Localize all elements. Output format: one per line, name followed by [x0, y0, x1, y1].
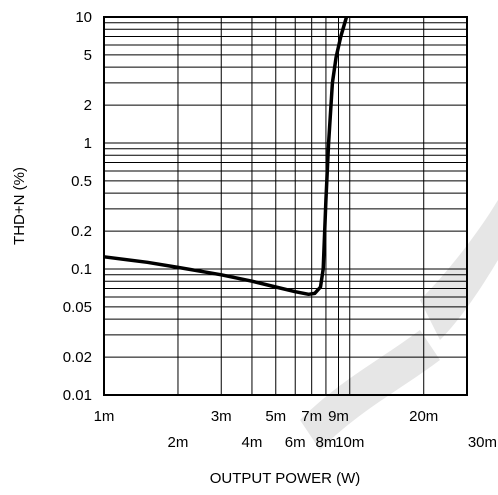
x-tick-label: 20m — [409, 408, 438, 425]
y-tick-labels: 0.01 0.02 0.05 0.1 0.2 0.5 1 2 5 10 — [63, 9, 92, 404]
x-tick-label: 2m — [168, 434, 189, 451]
plot-frame — [103, 16, 468, 396]
series-line — [103, 16, 349, 297]
x-tick-label: 1m — [94, 408, 115, 425]
y-tick-label: 0.05 — [63, 299, 92, 316]
watermark — [300, 200, 498, 450]
x-tick-label: 10m — [335, 434, 364, 451]
y-tick-label: 1 — [84, 135, 92, 152]
y-tick-label: 0.01 — [63, 387, 92, 404]
y-tick-label: 0.5 — [71, 173, 92, 190]
x-axis-label: OUTPUT POWER (W) — [210, 470, 361, 487]
x-tick-label: 7m — [301, 408, 322, 425]
y-axis-label: THD+N (%) — [11, 167, 28, 245]
y-tick-label: 10 — [75, 9, 92, 26]
y-tick-label: 0.1 — [71, 261, 92, 278]
y-tick-label: 2 — [84, 97, 92, 114]
y-tick-label: 0.02 — [63, 349, 92, 366]
x-tick-label: 6m — [285, 434, 306, 451]
x-tick-label: 4m — [242, 434, 263, 451]
x-tick-label: 3m — [211, 408, 232, 425]
x-tick-label: 5m — [265, 408, 286, 425]
y-tick-label: 5 — [84, 47, 92, 64]
x-tick-label: 9m — [328, 408, 349, 425]
x-tick-label: 8m — [316, 434, 337, 451]
y-tick-label: 0.2 — [71, 223, 92, 240]
x-tick-label: 30m — [468, 434, 497, 451]
